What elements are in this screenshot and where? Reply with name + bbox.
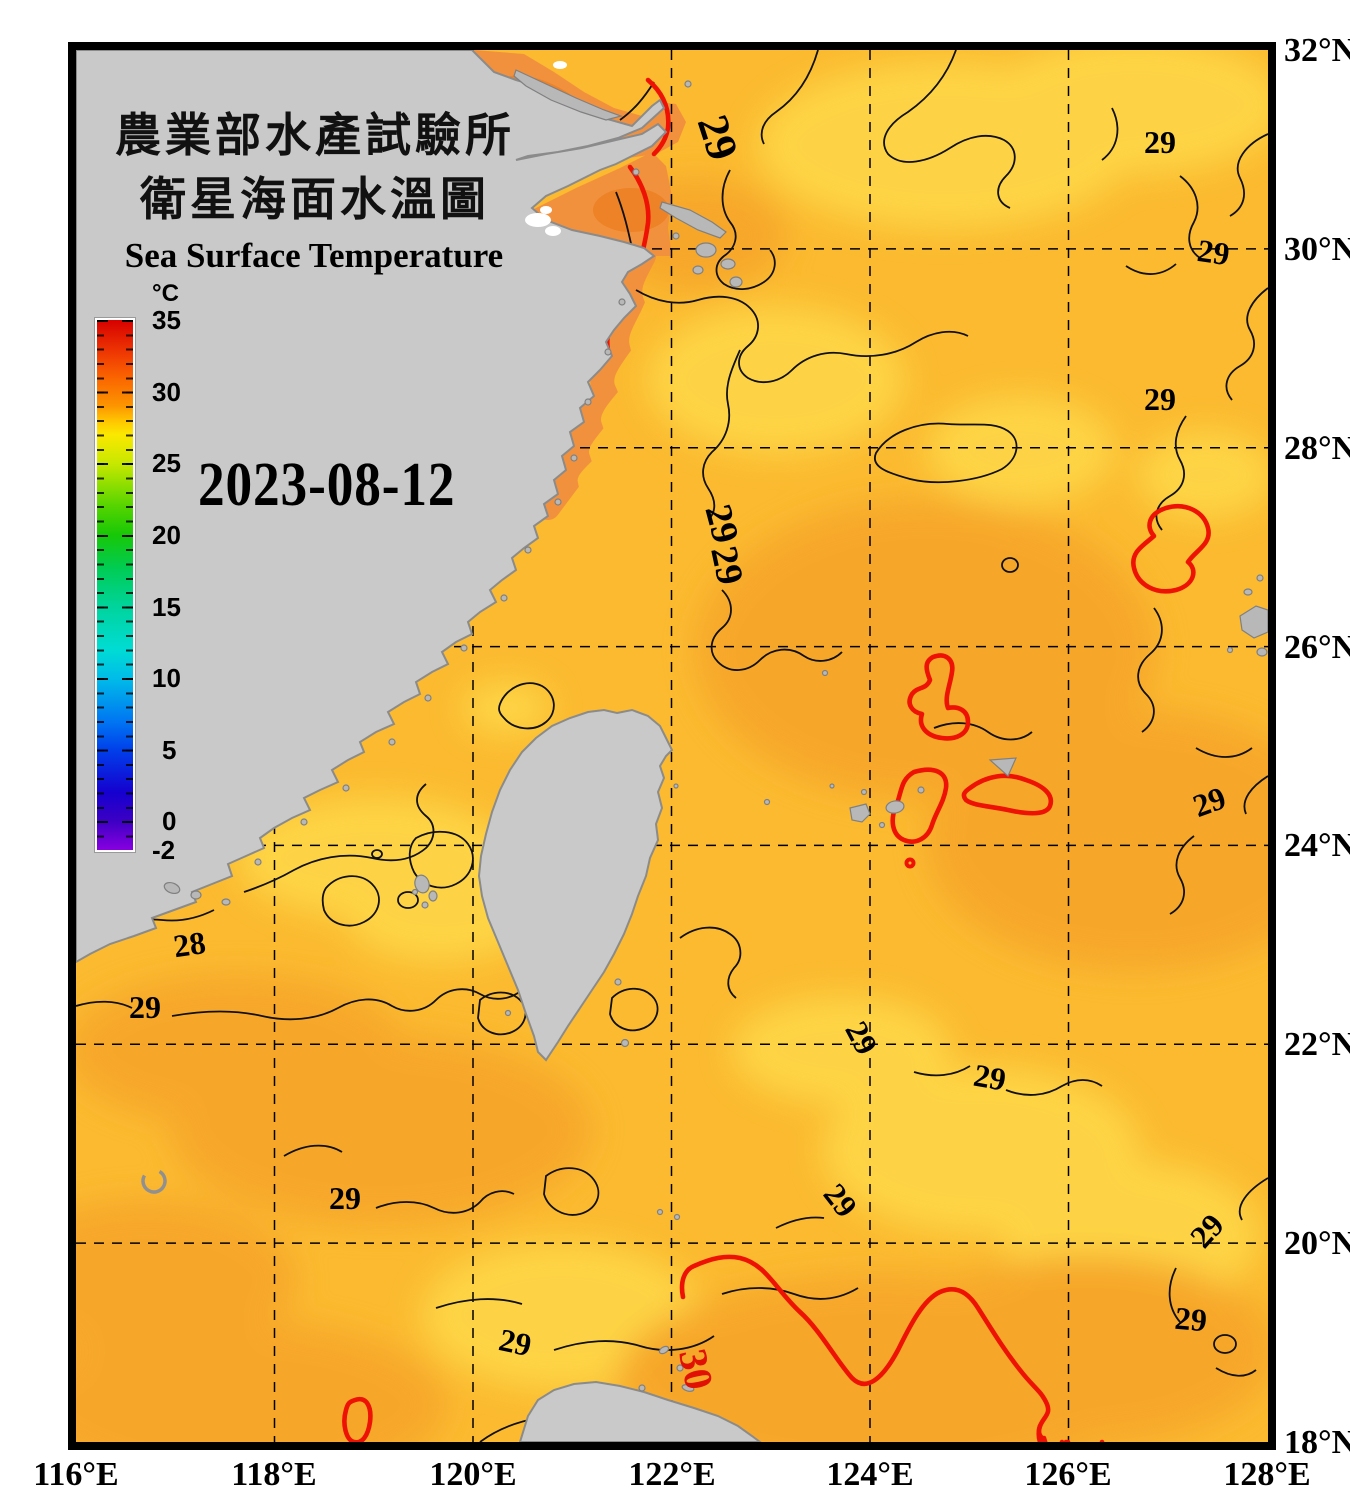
landmasses [76, 50, 1268, 1442]
lat-label-22n: 22°N [1284, 1026, 1350, 1063]
colorbar-tick-label: -2 [152, 835, 176, 865]
lat-label-26n: 26°N [1284, 629, 1350, 666]
colorbar-tick-label: 20 [152, 520, 181, 550]
colorbar-ticks-left-major [97, 320, 108, 850]
title-zh-line1: 農業部水產試驗所 [115, 110, 515, 161]
isotherm-label: 29 [129, 989, 161, 1025]
colorbar-tick-label: 30 [152, 377, 181, 407]
colorbar-unit-label: °C [152, 280, 179, 307]
lon-label-122e: 122°E [628, 1456, 716, 1493]
lon-label-116e: 116°E [33, 1456, 119, 1493]
colorbar-tick-label: 0 [162, 806, 177, 836]
date-label: 2023-08-12 [198, 451, 456, 519]
isotherm-label: 29 [1173, 1300, 1208, 1339]
isotherm-label: 29 [1195, 232, 1232, 272]
lat-label-24n: 24°N [1284, 827, 1350, 864]
sst-map-canvas: 29 29 29 29 29 29 28 29 29 29 29 29 29 2… [76, 50, 1268, 1442]
lat-label-28n: 28°N [1284, 430, 1350, 467]
isotherm-label: 29 [971, 1057, 1009, 1098]
colorbar-tick-label: 10 [152, 663, 181, 693]
isotherm-label: 29 [702, 543, 751, 589]
taiwan-island [477, 708, 674, 1062]
isotherm-label: 29 [1144, 124, 1176, 160]
isotherm-label: 29 [496, 1321, 535, 1363]
lon-label-118e: 118°E [231, 1456, 317, 1493]
china-mainland [76, 50, 668, 964]
temperature-colorbar [95, 318, 135, 852]
map-frame: 29 29 29 29 29 29 28 29 29 29 29 29 29 2… [68, 42, 1276, 1450]
lat-label-32n: 32°N [1284, 32, 1350, 69]
dongsha-atoll [141, 1169, 167, 1194]
lon-label-120e: 120°E [429, 1456, 517, 1493]
lat-label-30n: 30°N [1284, 231, 1350, 268]
colorbar-tick-label: 5 [162, 735, 177, 765]
colorbar-tick-label: 35 [152, 305, 181, 335]
lat-label-18n: 18°N [1284, 1424, 1350, 1461]
lon-label-124e: 124°E [826, 1456, 914, 1493]
colorbar-ticks-right-major [122, 320, 133, 850]
isotherm-label: 29 [1144, 381, 1176, 417]
lon-label-128e: 128°E [1223, 1456, 1311, 1493]
title-en: Sea Surface Temperature [124, 236, 504, 275]
colorbar-tick-label: 25 [152, 448, 181, 478]
title-zh-line2: 衛星海面水溫圖 [140, 174, 490, 225]
isotherm-label-red-30: 30 [670, 1345, 722, 1393]
cloud-patches [525, 61, 567, 236]
colorbar-tick-label: 15 [152, 592, 181, 622]
lon-label-126e: 126°E [1024, 1456, 1112, 1493]
sea-warm-cool-patches [76, 50, 1268, 1442]
luzon-north-coast [518, 1380, 762, 1442]
lat-label-20n: 20°N [1284, 1225, 1350, 1262]
isotherm-label: 28 [171, 924, 208, 964]
isotherm-label: 29 [329, 1180, 361, 1216]
